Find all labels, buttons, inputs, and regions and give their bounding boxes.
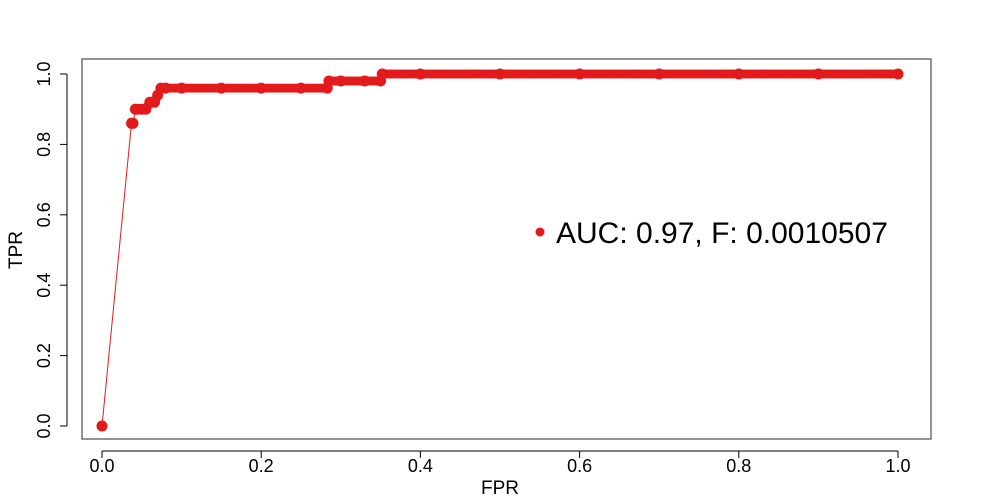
x-tick-label: 0.2 [249, 456, 274, 476]
y-tick-label: 1.0 [34, 61, 54, 86]
data-point [127, 117, 139, 129]
plot-frame [81, 58, 932, 440]
data-point [892, 68, 904, 80]
data-point [295, 82, 307, 94]
series-0 [96, 68, 904, 432]
x-tick-label: 0.4 [408, 456, 433, 476]
series-layer [96, 68, 904, 432]
data-point [574, 68, 586, 80]
x-tick-label: 1.0 [885, 456, 910, 476]
series-line [101, 73, 898, 427]
data-point [335, 75, 347, 87]
x-tick-label: 0.8 [726, 456, 751, 476]
data-point [176, 82, 188, 94]
data-point [215, 82, 227, 94]
y-axis-title: TPR [6, 231, 27, 269]
data-point [323, 75, 335, 87]
data-point [160, 82, 172, 94]
y-tick-label: 0.0 [34, 413, 54, 438]
data-point [359, 75, 371, 87]
data-point [255, 82, 267, 94]
data-point [494, 68, 506, 80]
data-point [653, 68, 665, 80]
y-tick-label: 0.4 [34, 273, 54, 298]
data-point [376, 68, 388, 80]
x-tick-label: 0.0 [89, 456, 114, 476]
y-tick-label: 0.6 [34, 202, 54, 227]
data-point [96, 420, 108, 432]
legend-marker [535, 227, 545, 237]
x-axis-title: FPR [481, 478, 519, 499]
legend-label: AUC: 0.97, F: 0.0010507 [556, 217, 888, 250]
data-point [733, 68, 745, 80]
data-point [414, 68, 426, 80]
legend: AUC: 0.97, F: 0.0010507 [535, 217, 888, 250]
y-tick-label: 0.8 [34, 132, 54, 157]
axes: 0.0 0.2 0.4 0.6 0.8 1.0 0.0 0.2 0.4 0.6 0.8 1.0 [34, 61, 911, 476]
x-tick-label: 0.6 [567, 456, 592, 476]
data-point [812, 68, 824, 80]
y-tick-label: 0.2 [34, 343, 54, 368]
